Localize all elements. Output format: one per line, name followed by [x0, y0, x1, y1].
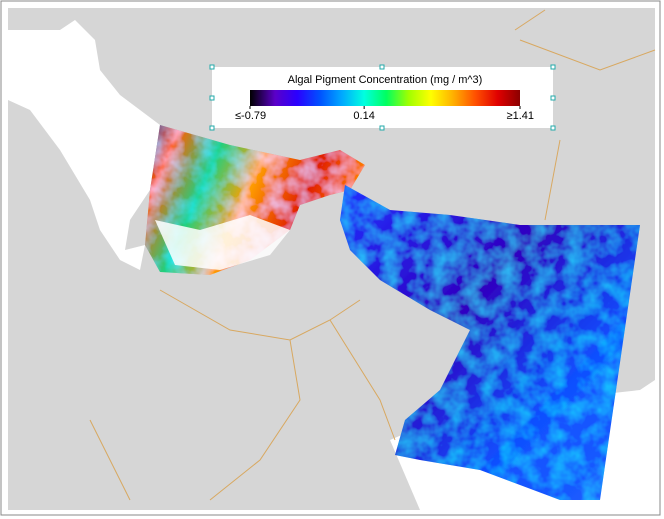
tick-label: ≤-0.79 [235, 110, 266, 122]
legend-title: Algal Pigment Concentration (mg / m^3) [288, 74, 483, 86]
tick-label: ≥1.41 [507, 110, 534, 122]
coastal-mask [155, 215, 290, 270]
sea-chlorophyll [340, 185, 640, 500]
tick-label: 0.14 [353, 110, 374, 122]
colorbar [250, 90, 520, 106]
borders [89, 9, 656, 501]
selection-handles [209, 64, 556, 131]
unmapped-area [8, 20, 160, 270]
